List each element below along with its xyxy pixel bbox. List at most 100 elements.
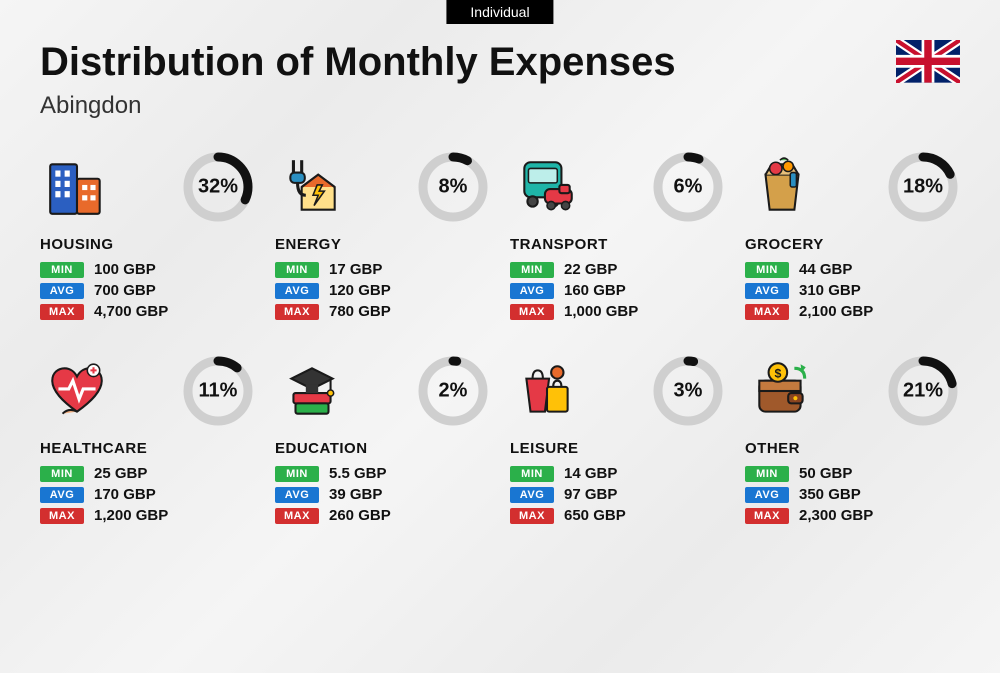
stat-row-avg: AVG 350 GBP (745, 486, 960, 503)
category-card-healthcare: 11% HEALTHCARE MIN 25 GBP AVG 170 GBP MA… (40, 354, 255, 528)
avg-badge: AVG (510, 283, 554, 299)
stat-row-min: MIN 50 GBP (745, 465, 960, 482)
category-name: HEALTHCARE (40, 440, 255, 457)
pct-label: 32% (198, 176, 238, 199)
stat-row-max: MAX 780 GBP (275, 303, 490, 320)
min-value: 100 GBP (94, 261, 156, 278)
max-value: 1,200 GBP (94, 507, 168, 524)
uk-flag-icon (896, 40, 960, 82)
category-name: TRANSPORT (510, 236, 725, 253)
max-value: 780 GBP (329, 303, 391, 320)
max-value: 260 GBP (329, 507, 391, 524)
min-value: 44 GBP (799, 261, 852, 278)
stat-row-max: MAX 260 GBP (275, 507, 490, 524)
leisure-icon (510, 354, 584, 428)
avg-badge: AVG (40, 487, 84, 503)
avg-badge: AVG (745, 487, 789, 503)
stat-row-avg: AVG 120 GBP (275, 282, 490, 299)
min-value: 5.5 GBP (329, 465, 387, 482)
pct-label: 21% (903, 380, 943, 403)
stat-row-max: MAX 2,100 GBP (745, 303, 960, 320)
category-name: GROCERY (745, 236, 960, 253)
avg-badge: AVG (275, 487, 319, 503)
pct-label: 3% (674, 380, 703, 403)
max-badge: MAX (745, 508, 789, 524)
max-badge: MAX (40, 304, 84, 320)
healthcare-icon (40, 354, 114, 428)
stat-row-avg: AVG 310 GBP (745, 282, 960, 299)
tag-badge: Individual (446, 0, 553, 24)
pct-ring-leisure: 3% (651, 354, 725, 428)
max-badge: MAX (510, 508, 554, 524)
category-name: OTHER (745, 440, 960, 457)
min-badge: MIN (275, 466, 319, 482)
max-value: 650 GBP (564, 507, 626, 524)
page-title: Distribution of Monthly Expenses (40, 40, 676, 85)
pct-ring-education: 2% (416, 354, 490, 428)
max-value: 1,000 GBP (564, 303, 638, 320)
category-card-energy: 8% ENERGY MIN 17 GBP AVG 120 GBP MAX 780… (275, 150, 490, 324)
min-value: 14 GBP (564, 465, 617, 482)
max-badge: MAX (745, 304, 789, 320)
stat-row-avg: AVG 160 GBP (510, 282, 725, 299)
max-badge: MAX (510, 304, 554, 320)
stat-row-min: MIN 14 GBP (510, 465, 725, 482)
min-badge: MIN (275, 262, 319, 278)
min-badge: MIN (40, 466, 84, 482)
pct-label: 8% (439, 176, 468, 199)
avg-badge: AVG (745, 283, 789, 299)
category-name: HOUSING (40, 236, 255, 253)
category-card-other: $ 21% OTHER MIN 50 GBP AVG 350 GBP MAX 2… (745, 354, 960, 528)
stat-row-avg: AVG 97 GBP (510, 486, 725, 503)
category-card-housing: 32% HOUSING MIN 100 GBP AVG 700 GBP MAX … (40, 150, 255, 324)
avg-value: 160 GBP (564, 282, 626, 299)
category-name: ENERGY (275, 236, 490, 253)
svg-text:$: $ (774, 367, 781, 381)
max-value: 2,100 GBP (799, 303, 873, 320)
stat-row-max: MAX 1,200 GBP (40, 507, 255, 524)
category-card-grocery: 18% GROCERY MIN 44 GBP AVG 310 GBP MAX 2… (745, 150, 960, 324)
stat-row-max: MAX 2,300 GBP (745, 507, 960, 524)
stat-row-avg: AVG 39 GBP (275, 486, 490, 503)
pct-label: 18% (903, 176, 943, 199)
pct-ring-healthcare: 11% (181, 354, 255, 428)
pct-ring-energy: 8% (416, 150, 490, 224)
category-card-transport: 6% TRANSPORT MIN 22 GBP AVG 160 GBP MAX … (510, 150, 725, 324)
avg-badge: AVG (40, 283, 84, 299)
category-name: LEISURE (510, 440, 725, 457)
max-value: 4,700 GBP (94, 303, 168, 320)
category-grid: 32% HOUSING MIN 100 GBP AVG 700 GBP MAX … (40, 150, 960, 528)
stat-row-max: MAX 650 GBP (510, 507, 725, 524)
min-badge: MIN (745, 466, 789, 482)
other-icon: $ (745, 354, 819, 428)
stat-row-min: MIN 17 GBP (275, 261, 490, 278)
min-value: 50 GBP (799, 465, 852, 482)
avg-value: 310 GBP (799, 282, 861, 299)
min-badge: MIN (510, 262, 554, 278)
stat-row-avg: AVG 170 GBP (40, 486, 255, 503)
min-value: 22 GBP (564, 261, 617, 278)
avg-badge: AVG (275, 283, 319, 299)
min-value: 25 GBP (94, 465, 147, 482)
max-badge: MAX (40, 508, 84, 524)
avg-badge: AVG (510, 487, 554, 503)
grocery-icon (745, 150, 819, 224)
avg-value: 97 GBP (564, 486, 617, 503)
avg-value: 700 GBP (94, 282, 156, 299)
pct-label: 6% (674, 176, 703, 199)
pct-ring-other: 21% (886, 354, 960, 428)
stat-row-max: MAX 4,700 GBP (40, 303, 255, 320)
stat-row-min: MIN 44 GBP (745, 261, 960, 278)
max-value: 2,300 GBP (799, 507, 873, 524)
stat-row-avg: AVG 700 GBP (40, 282, 255, 299)
min-value: 17 GBP (329, 261, 382, 278)
category-card-education: 2% EDUCATION MIN 5.5 GBP AVG 39 GBP MAX … (275, 354, 490, 528)
category-name: EDUCATION (275, 440, 490, 457)
pct-ring-grocery: 18% (886, 150, 960, 224)
stat-row-min: MIN 25 GBP (40, 465, 255, 482)
min-badge: MIN (510, 466, 554, 482)
pct-label: 11% (199, 380, 238, 403)
category-card-leisure: 3% LEISURE MIN 14 GBP AVG 97 GBP MAX 650… (510, 354, 725, 528)
max-badge: MAX (275, 508, 319, 524)
education-icon (275, 354, 349, 428)
